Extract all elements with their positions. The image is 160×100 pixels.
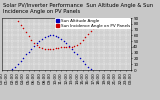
Point bbox=[22, 28, 24, 29]
Point bbox=[38, 46, 41, 48]
Point bbox=[114, 22, 116, 23]
Point bbox=[73, 46, 76, 47]
Point bbox=[84, 36, 87, 38]
Legend: Sun Altitude Angle, Sun Incidence Angle on PV Panels: Sun Altitude Angle, Sun Incidence Angle … bbox=[55, 18, 131, 28]
Point bbox=[106, 18, 108, 20]
Point bbox=[108, 19, 111, 20]
Point bbox=[16, 20, 19, 22]
Point bbox=[27, 51, 30, 52]
Text: Solar PV/Inverter Performance  Sun Altitude Angle & Sun Incidence Angle on PV Pa: Solar PV/Inverter Performance Sun Altitu… bbox=[3, 3, 153, 14]
Point bbox=[11, 68, 14, 70]
Point bbox=[14, 66, 16, 67]
Point bbox=[71, 46, 73, 48]
Point bbox=[62, 40, 65, 42]
Point bbox=[84, 63, 87, 65]
Point bbox=[60, 47, 62, 48]
Point bbox=[81, 60, 84, 62]
Point bbox=[52, 34, 54, 36]
Point bbox=[52, 48, 54, 49]
Point bbox=[68, 46, 70, 48]
Point bbox=[73, 51, 76, 52]
Point bbox=[19, 24, 22, 26]
Point bbox=[35, 43, 38, 44]
Point bbox=[41, 38, 43, 40]
Point bbox=[71, 48, 73, 49]
Point bbox=[49, 34, 52, 36]
Point bbox=[44, 48, 46, 49]
Point bbox=[97, 22, 100, 23]
Point bbox=[89, 30, 92, 32]
Point bbox=[30, 48, 33, 49]
Point bbox=[103, 19, 105, 20]
Point bbox=[60, 38, 62, 40]
Point bbox=[87, 66, 89, 67]
Point bbox=[81, 39, 84, 41]
Point bbox=[35, 44, 38, 46]
Point bbox=[57, 47, 60, 49]
Point bbox=[65, 43, 68, 44]
Point bbox=[92, 27, 95, 29]
Point bbox=[38, 40, 41, 42]
Point bbox=[25, 32, 27, 33]
Point bbox=[46, 35, 49, 37]
Point bbox=[100, 20, 103, 22]
Point bbox=[49, 48, 52, 49]
Point bbox=[33, 45, 35, 46]
Point bbox=[41, 47, 43, 49]
Point bbox=[54, 35, 57, 37]
Point bbox=[27, 36, 30, 37]
Point bbox=[89, 68, 92, 70]
Point bbox=[19, 60, 22, 62]
Point bbox=[79, 42, 81, 44]
Point bbox=[22, 57, 24, 59]
Point bbox=[62, 47, 65, 48]
Point bbox=[68, 45, 70, 46]
Point bbox=[25, 54, 27, 55]
Point bbox=[54, 47, 57, 49]
Point bbox=[16, 63, 19, 65]
Point bbox=[33, 42, 35, 44]
Point bbox=[46, 48, 49, 49]
Point bbox=[76, 54, 78, 55]
Point bbox=[79, 57, 81, 59]
Point bbox=[76, 44, 78, 46]
Point bbox=[65, 46, 68, 48]
Point bbox=[44, 36, 46, 38]
Point bbox=[30, 39, 33, 41]
Point bbox=[87, 33, 89, 34]
Point bbox=[111, 20, 114, 22]
Point bbox=[57, 36, 60, 38]
Point bbox=[95, 24, 97, 26]
